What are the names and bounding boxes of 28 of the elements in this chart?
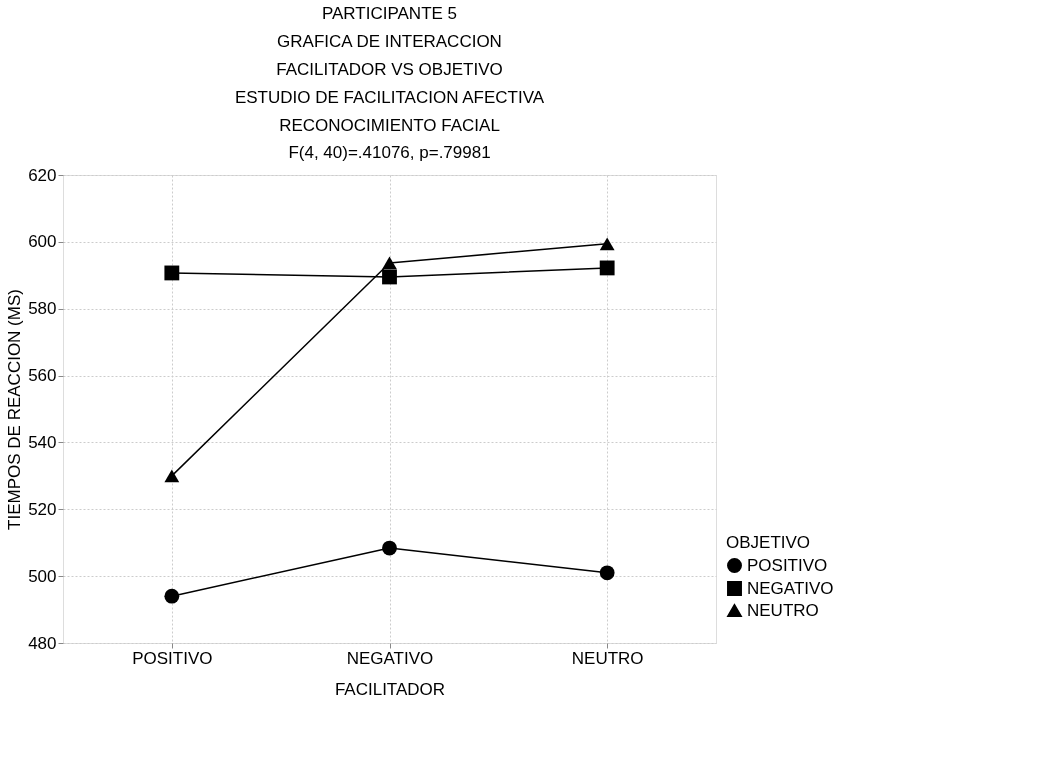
legend-label: POSITIVO	[747, 555, 828, 575]
legend-title: OBJETIVO	[726, 533, 811, 552]
point	[382, 540, 397, 556]
legend-label: NEGATIVO	[747, 578, 834, 598]
y-tick-label: 520	[28, 499, 57, 519]
y-tick-label: 480	[28, 633, 57, 653]
point	[382, 269, 397, 285]
chart-subtitle: F(4, 40)=.41076, p=.79981	[288, 143, 491, 162]
point	[164, 469, 180, 483]
y-tick-label: 540	[28, 432, 57, 452]
y-tick-label: 500	[28, 566, 57, 586]
y-tick-label: 560	[28, 366, 57, 386]
x-tick-label: NEUTRO	[571, 648, 644, 668]
point	[164, 265, 180, 281]
point	[599, 260, 615, 276]
x-tick-label: POSITIVO	[132, 648, 213, 668]
x-tick-label: NEGATIVO	[346, 648, 434, 668]
point	[599, 565, 615, 581]
y-tick-label: 580	[28, 299, 57, 319]
chart-title: PARTICIPANTE 5 GRAFICA DE INTERACCION FACILITADOR VS OBJETIVO ESTUDIO DE FACILITACION AFECTIVA RECONOCIMIENTO FACIAL	[234, 4, 545, 135]
point	[164, 588, 180, 604]
point	[382, 256, 397, 270]
y-tick-label: 620	[28, 165, 57, 185]
x-axis-title: FACILITADOR	[334, 679, 446, 699]
y-tick-label: 600	[28, 232, 57, 252]
point	[599, 237, 615, 251]
legend-label: NEUTRO	[747, 600, 819, 620]
y-axis-title: TIEMPOS DE REACCION (MS)	[5, 289, 25, 530]
